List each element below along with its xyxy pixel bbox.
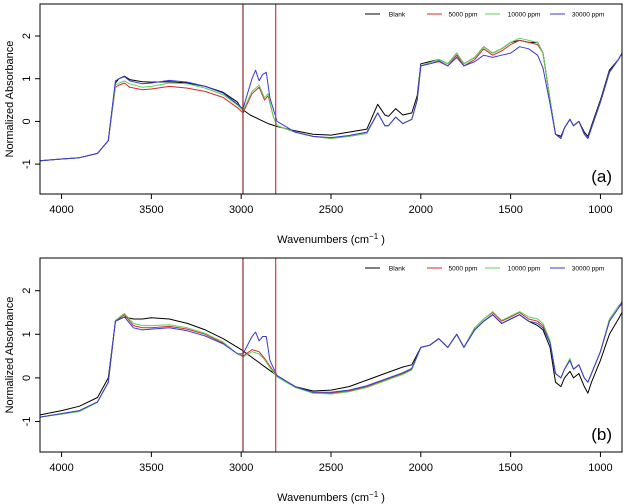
x-tick-label: 2000 [409, 462, 433, 474]
y-tick-label: -1 [21, 417, 33, 427]
y-axis-label: Normalized Absorbance [4, 297, 16, 414]
legend: Blank 5000 ppm 10000 ppm 30000 ppm [365, 12, 604, 19]
x-tick-label: 2500 [319, 462, 343, 474]
y-axis-label: Normalized Absorbance [4, 41, 16, 158]
x-tick-label: 1500 [498, 204, 522, 216]
x-tick-label: 1000 [588, 204, 612, 216]
legend-label: 30000 ppm [572, 12, 605, 19]
x-tick-label: 1000 [588, 462, 612, 474]
legend-label: Blank [389, 12, 406, 19]
legend-label: 10000 ppm [508, 12, 541, 19]
legend-label: 5000 ppm [449, 266, 478, 273]
x-tick-label: 2000 [409, 204, 433, 216]
x-tick-label: 1500 [498, 462, 522, 474]
x-axis-label: Wavenumbers (cm−1 ) [277, 490, 385, 504]
x-tick-label: 4000 [49, 462, 73, 474]
y-tick-label: 0 [21, 118, 33, 124]
series-line-3 [40, 46, 622, 162]
series-line-2 [40, 37, 622, 162]
chart-panel-1: 4000 3500 3000 2500 2000 1500 1000 -1 0 1 2 Wavenum… [4, 257, 623, 504]
series-line-0 [40, 312, 622, 416]
series-group [40, 37, 622, 162]
series-line-3 [40, 301, 622, 418]
y-tick-label: 1 [21, 76, 33, 82]
x-axis-label: Wavenumbers (cm−1 ) [277, 232, 385, 246]
y-tick-label: -1 [21, 159, 33, 169]
x-tick-label: 3000 [229, 462, 253, 474]
series-line-1 [40, 39, 622, 162]
legend-label: 5000 ppm [449, 12, 478, 19]
panel-label: (a) [591, 167, 612, 186]
x-tick-label: 2500 [319, 204, 343, 216]
plot-frame [39, 3, 623, 195]
legend: Blank 5000 ppm 10000 ppm 30000 ppm [365, 266, 604, 273]
panel-label: (b) [591, 425, 612, 444]
y-tick-label: 2 [21, 288, 33, 294]
legend-label: 30000 ppm [572, 266, 605, 273]
plot-frame [39, 257, 623, 453]
series-group [40, 301, 622, 418]
x-tick-label: 3500 [139, 462, 163, 474]
chart-panel-0: 4000 3500 3000 2500 2000 1500 1000 -1 0 1 2 Wavenum… [4, 3, 623, 246]
y-tick-label: 1 [21, 331, 33, 337]
x-tick-label: 4000 [49, 204, 73, 216]
y-tick-label: 0 [21, 375, 33, 381]
series-line-0 [40, 39, 622, 162]
legend-label: Blank [389, 266, 406, 273]
y-tick-label: 2 [21, 33, 33, 39]
x-tick-label: 3000 [229, 204, 253, 216]
x-tick-label: 3500 [139, 204, 163, 216]
legend-label: 10000 ppm [508, 266, 541, 273]
